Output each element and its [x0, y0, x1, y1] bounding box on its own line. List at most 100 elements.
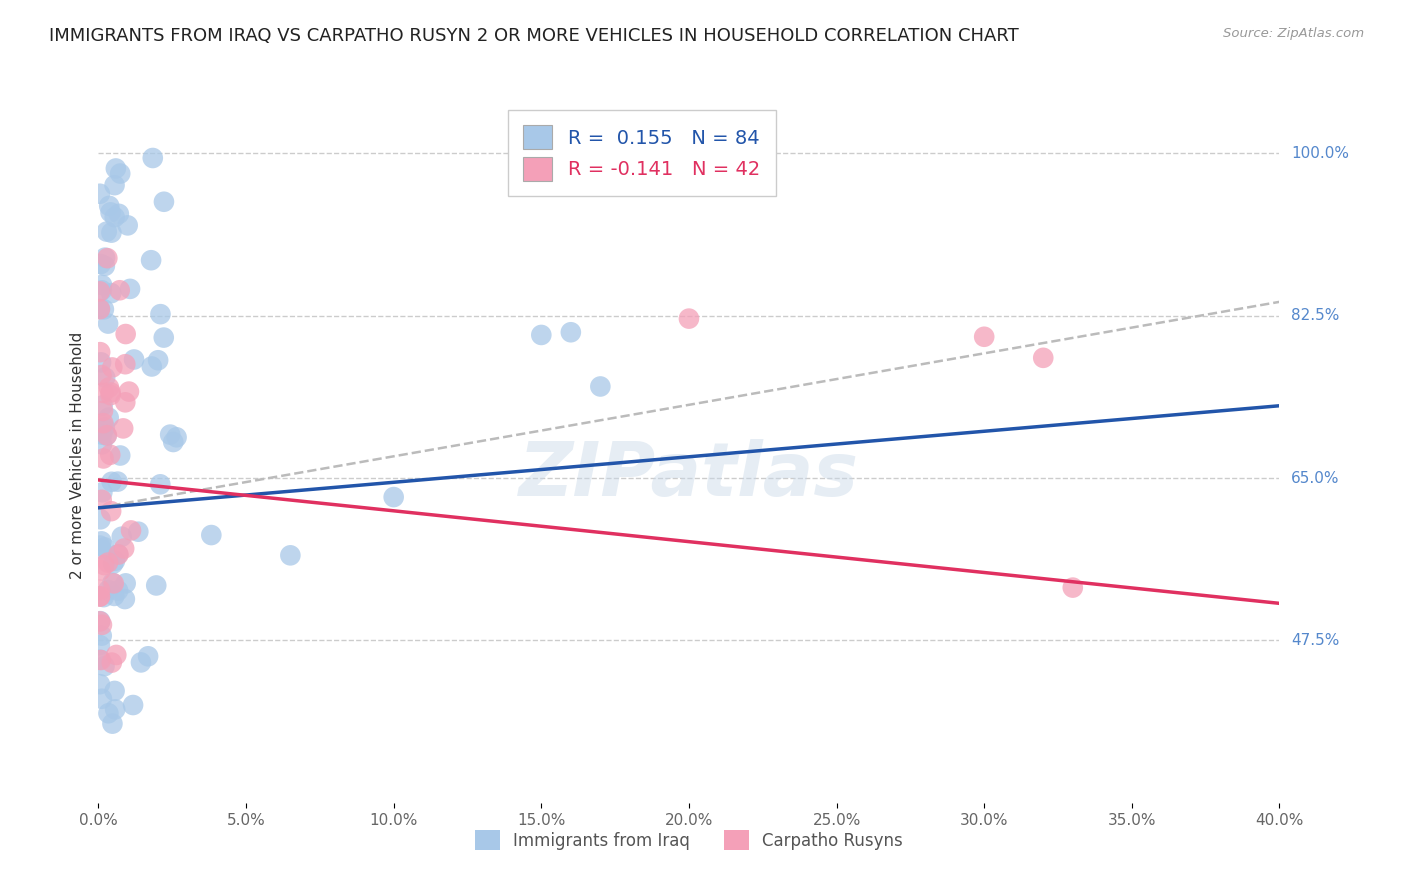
Y-axis label: 2 or more Vehicles in Household: 2 or more Vehicles in Household — [69, 331, 84, 579]
Point — [89, 512, 111, 526]
Point — [89, 590, 111, 604]
Point — [108, 283, 131, 297]
Point — [127, 524, 149, 539]
Point — [91, 485, 114, 500]
Point — [94, 251, 117, 265]
Point — [120, 524, 142, 538]
Point — [100, 504, 122, 518]
Point — [589, 379, 612, 393]
Point — [91, 416, 114, 430]
Point — [141, 359, 163, 374]
Text: 100.0%: 100.0% — [1291, 146, 1350, 161]
Point — [152, 330, 174, 344]
Point — [166, 430, 188, 444]
Point — [89, 589, 111, 603]
Point — [93, 541, 115, 555]
Point — [90, 653, 112, 667]
Point — [90, 368, 112, 382]
Point — [114, 395, 136, 409]
Point — [89, 186, 111, 201]
Point — [96, 251, 118, 265]
Point — [153, 194, 176, 209]
Point — [103, 576, 125, 591]
Point — [104, 554, 127, 568]
Point — [97, 410, 120, 425]
Point — [89, 302, 111, 317]
Point — [89, 301, 111, 316]
Point — [104, 684, 127, 698]
Point — [91, 277, 114, 292]
Point — [97, 317, 120, 331]
Point — [91, 404, 114, 418]
Point — [117, 219, 139, 233]
Point — [678, 311, 700, 326]
Point — [94, 370, 117, 384]
Point — [149, 477, 172, 491]
Text: 47.5%: 47.5% — [1291, 633, 1340, 648]
Point — [93, 558, 115, 572]
Point — [280, 549, 302, 563]
Point — [90, 691, 112, 706]
Point — [97, 583, 120, 598]
Point — [112, 541, 135, 556]
Point — [110, 449, 132, 463]
Point — [90, 542, 112, 557]
Point — [1032, 351, 1054, 365]
Point — [100, 286, 122, 301]
Point — [91, 423, 114, 437]
Point — [89, 653, 111, 667]
Point — [200, 528, 222, 542]
Point — [120, 282, 142, 296]
Point — [89, 582, 111, 597]
Point — [89, 614, 111, 628]
Point — [100, 385, 122, 400]
Point — [973, 330, 995, 344]
Point — [101, 575, 124, 590]
Text: 65.0%: 65.0% — [1291, 471, 1340, 485]
Point — [90, 629, 112, 643]
Point — [122, 698, 145, 712]
Point — [91, 437, 114, 451]
Text: 82.5%: 82.5% — [1291, 309, 1340, 323]
Point — [560, 325, 582, 339]
Point — [100, 205, 122, 219]
Point — [94, 259, 117, 273]
Point — [1062, 581, 1084, 595]
Point — [91, 617, 114, 632]
Point — [111, 530, 134, 544]
Point — [89, 285, 111, 299]
Point — [93, 659, 115, 673]
Point — [104, 161, 127, 176]
Point — [382, 490, 405, 504]
Point — [89, 345, 111, 359]
Point — [90, 257, 112, 271]
Point — [89, 615, 111, 629]
Point — [101, 360, 124, 375]
Point — [90, 492, 112, 507]
Point — [107, 583, 129, 598]
Point — [101, 557, 124, 571]
Point — [118, 384, 141, 399]
Point — [107, 548, 129, 562]
Point — [530, 328, 553, 343]
Point — [149, 307, 172, 321]
Point — [146, 353, 169, 368]
Point — [90, 355, 112, 369]
Point — [100, 226, 122, 240]
Point — [104, 702, 127, 716]
Point — [98, 380, 121, 394]
Point — [89, 539, 111, 553]
Point — [93, 451, 115, 466]
Point — [110, 167, 132, 181]
Point — [108, 207, 131, 221]
Point — [107, 475, 129, 489]
Point — [114, 357, 136, 371]
Point — [94, 420, 117, 434]
Point — [96, 225, 118, 239]
Point — [101, 656, 124, 670]
Point — [105, 648, 128, 662]
Point — [136, 649, 159, 664]
Point — [142, 151, 165, 165]
Point — [89, 677, 111, 691]
Point — [97, 556, 120, 570]
